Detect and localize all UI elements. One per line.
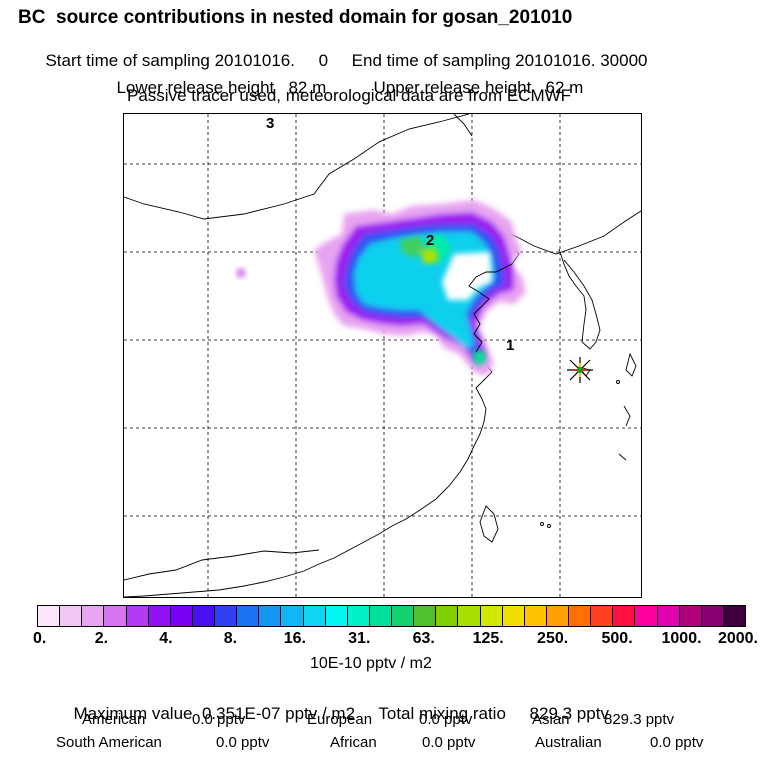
region-value-european: 0.0 pptv (419, 711, 473, 728)
colorbar-segment (502, 606, 525, 626)
colorbar-tick-label: 500. (601, 630, 633, 647)
colorbar (37, 605, 746, 627)
colorbar-segment (347, 606, 370, 626)
map-panel: 3 2 1 (123, 113, 642, 598)
colorbar-segment (701, 606, 724, 626)
colorbar-segment (192, 606, 215, 626)
concentration-plume (236, 200, 526, 376)
receptor-star-icon (567, 357, 593, 383)
summary-line: Maximum value 0.351E-07 pptv / m2 Total … (64, 688, 609, 722)
region-name-european: European (307, 711, 373, 728)
colorbar-segment (170, 606, 193, 626)
colorbar-segment (524, 606, 547, 626)
colorbar-segment (723, 606, 745, 626)
total-value: 829.3 pptv (529, 704, 609, 723)
end-value: 20101016. 30000 (515, 51, 648, 70)
end-label: End time of sampling (351, 51, 511, 70)
colorbar-segment (546, 606, 569, 626)
region-name-asian: Asian (532, 711, 570, 728)
upper-value: 62 m (545, 78, 584, 97)
region-name-south-american: South American (56, 734, 162, 751)
colorbar-segment (148, 606, 171, 626)
colorbar-segment (369, 606, 392, 626)
release-heights: Lower release height 82 m Upper release … (107, 62, 583, 96)
colorbar-segment (325, 606, 348, 626)
colorbar-tick-label: 0. (32, 630, 47, 647)
colorbar-segment (569, 606, 592, 626)
colorbar-segment (392, 606, 415, 626)
colorbar-tick-label: 63. (412, 630, 435, 647)
max-label: Maximum value (73, 704, 193, 723)
colorbar-segment (480, 606, 503, 626)
colorbar-tick-label: 125. (472, 630, 504, 647)
colorbar-tick-label: 8. (223, 630, 238, 647)
colorbar-tick-label: 31. (348, 630, 371, 647)
map-canvas: 3 2 1 (124, 114, 641, 597)
colorbar-segment (414, 606, 437, 626)
map-label-2: 2 (426, 232, 434, 249)
colorbar-tick-label: 250. (537, 630, 569, 647)
region-value-african: 0.0 pptv (422, 734, 476, 751)
colorbar-segment (215, 606, 238, 626)
colorbar-units: 10E-10 pptv / m2 (310, 655, 432, 672)
colorbar-segment (657, 606, 680, 626)
start-label: Start time of sampling (45, 51, 210, 70)
region-name-american: American (82, 711, 146, 728)
colorbar-segment (237, 606, 260, 626)
lower-value: 82 m (288, 78, 327, 97)
region-value-american: 0.0 pptv (192, 711, 246, 728)
region-name-australian: Australian (535, 734, 602, 751)
plot-title: BC source contributions in nested domain… (18, 7, 573, 28)
sampling-times: Start time of sampling 20101016. 0 End t… (36, 35, 648, 70)
colorbar-segment (591, 606, 614, 626)
colorbar-segment (82, 606, 105, 626)
region-value-australian: 0.0 pptv (650, 734, 704, 751)
colorbar-segment (458, 606, 481, 626)
tracer-note: Passive tracer used, meteorological data… (127, 86, 572, 105)
colorbar-segment (436, 606, 459, 626)
colorbar-tick-label: 16. (283, 630, 306, 647)
colorbar-tick-label: 2000. (717, 630, 759, 647)
colorbar-tick-label: 4. (159, 630, 173, 647)
coastlines (124, 114, 641, 597)
colorbar-segment (281, 606, 304, 626)
upper-label: Upper release height (373, 78, 532, 97)
colorbar-segment (38, 606, 61, 626)
colorbar-segment (104, 606, 127, 626)
colorbar-segment (679, 606, 702, 626)
region-name-african: African (330, 734, 377, 751)
colorbar-segment (60, 606, 83, 626)
start-value: 20101016. 0 (214, 51, 329, 70)
colorbar-segment (259, 606, 282, 626)
map-label-1: 1 (506, 337, 514, 354)
max-value: 0.351E-07 pptv / m2 (201, 704, 356, 723)
colorbar-segment (303, 606, 326, 626)
colorbar-tick-label: 2. (94, 630, 109, 647)
colorbar-segment (126, 606, 149, 626)
map-gridlines (124, 114, 641, 597)
colorbar-segment (613, 606, 636, 626)
lower-label: Lower release height (116, 78, 275, 97)
total-label: Total mixing ratio (378, 704, 506, 723)
colorbar-tick-label: 1000. (661, 630, 702, 647)
colorbar-segment (635, 606, 658, 626)
region-value-south-american: 0.0 pptv (216, 734, 270, 751)
map-label-3: 3 (266, 115, 274, 132)
region-value-asian: 829.3 pptv (604, 711, 675, 728)
